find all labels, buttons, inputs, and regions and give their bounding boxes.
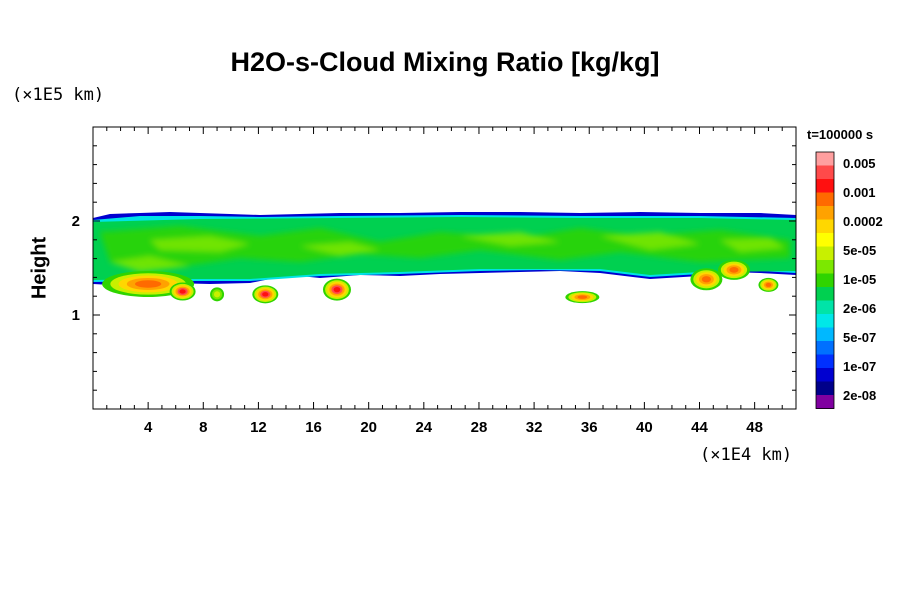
cloud-patch — [322, 278, 351, 301]
colorbar-label: 2e-06 — [843, 301, 876, 316]
cloud-patch — [690, 268, 723, 291]
time-label: t=100000 s — [807, 127, 873, 142]
y-axis: 12 — [72, 145, 796, 391]
colorbar-segment — [816, 287, 834, 301]
cloud-patch-contour — [577, 295, 588, 299]
cloud-patch — [565, 291, 600, 304]
cloud-patch-contour — [134, 280, 162, 288]
x-tick-label: 20 — [360, 419, 377, 436]
y-unit-label: (×1E5 km) — [12, 85, 105, 105]
colorbar-segment — [816, 219, 834, 234]
chart-title: H2O-s-Cloud Mixing Ratio [kg/kg] — [230, 47, 660, 77]
colorbar-label: 5e-05 — [843, 243, 876, 258]
cloud-patch — [252, 285, 279, 304]
colorbar-segment — [816, 327, 834, 342]
cloud-patch — [169, 282, 196, 301]
cloud-patch-contour — [179, 289, 186, 294]
cloud-patches — [102, 259, 779, 304]
colorbar-segment — [816, 165, 834, 180]
colorbar-segment — [816, 395, 834, 409]
colorbar-label: 5e-07 — [843, 330, 876, 345]
colorbar: 0.005 0.001 0.0002 5e-05 1e-05 2e-06 5e-07 1e-0… — [815, 151, 883, 409]
colorbar-label: 2e-08 — [843, 388, 876, 403]
colorbar-label: 1e-07 — [843, 359, 876, 374]
colorbar-segment — [816, 314, 834, 328]
x-tick-label: 32 — [526, 419, 543, 436]
cloud-patch-contour — [213, 291, 221, 298]
colorbar-segment — [816, 233, 834, 247]
x-tick-label: 8 — [199, 419, 207, 436]
cloud-patch-contour — [729, 267, 739, 273]
colorbar-segment — [816, 246, 834, 261]
x-tick-label: 24 — [415, 419, 432, 436]
x-tick-label: 16 — [305, 419, 322, 436]
colorbar-segment — [816, 260, 834, 274]
colorbar-segment — [816, 179, 834, 193]
cloud-patch-contour — [262, 292, 269, 297]
x-tick-label: 12 — [250, 419, 267, 436]
cloud-patch — [210, 287, 225, 302]
x-tick-label: 28 — [471, 419, 488, 436]
cloud-patch — [102, 270, 195, 297]
colorbar-label: 0.001 — [843, 185, 876, 200]
x-tick-label: 4 — [144, 419, 153, 436]
x-tick-label: 36 — [581, 419, 598, 436]
colorbar-label: 1e-05 — [843, 272, 876, 287]
x-tick-label: 44 — [691, 419, 708, 436]
colorbar-segment — [816, 354, 834, 369]
colorbar-segment — [816, 273, 834, 288]
cloud-patch-contour — [701, 276, 711, 283]
colorbar-segment — [816, 368, 834, 382]
colorbar-segment — [816, 192, 834, 207]
x-tick-label: 40 — [636, 419, 653, 436]
cloud-patch-contour — [333, 286, 341, 293]
x-axis: 4 8 12 16 20 24 28 32 36 40 44 48 — [106, 127, 783, 436]
cloud-patch-contour — [765, 282, 772, 287]
colorbar-frame — [815, 151, 835, 409]
colorbar-segment — [816, 152, 834, 166]
colorbar-label: 0.005 — [843, 156, 876, 171]
colorbar-segment — [816, 381, 834, 396]
plot-frame — [92, 126, 797, 410]
y-tick-label: 1 — [72, 307, 80, 324]
colorbar-segment — [816, 341, 834, 355]
cloud-patch — [758, 277, 779, 292]
x-tick-label: 48 — [746, 419, 763, 436]
plot-area — [93, 212, 796, 286]
y-tick-label: 2 — [72, 213, 80, 230]
colorbar-segment — [816, 206, 834, 220]
cloud-patch — [717, 259, 750, 280]
colorbar-label: 0.0002 — [843, 214, 883, 229]
x-unit-label: (×1E4 km) — [700, 445, 793, 465]
colorbar-segment — [816, 300, 834, 315]
